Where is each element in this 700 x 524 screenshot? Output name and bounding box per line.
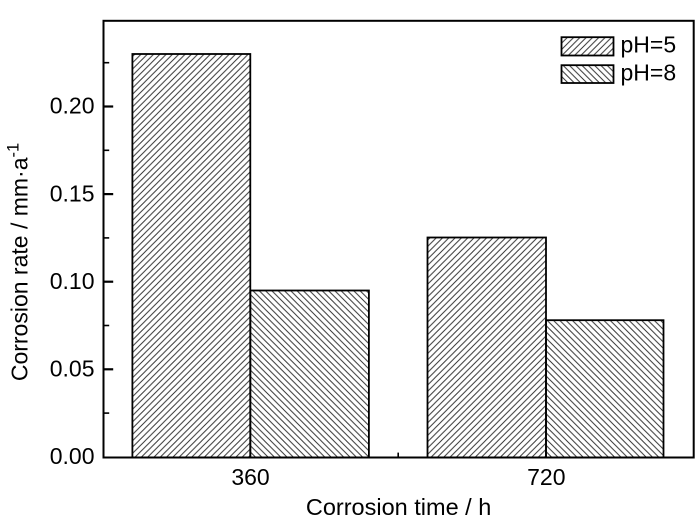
svg-text:0.15: 0.15 — [50, 180, 95, 206]
svg-text:pH=8: pH=8 — [621, 60, 677, 86]
svg-text:0.20: 0.20 — [50, 93, 95, 119]
svg-text:pH=5: pH=5 — [621, 32, 677, 58]
svg-text:360: 360 — [231, 464, 269, 490]
svg-text:0.00: 0.00 — [50, 443, 95, 469]
svg-text:0.10: 0.10 — [50, 268, 95, 294]
svg-text:0.05: 0.05 — [50, 356, 95, 382]
svg-text:720: 720 — [527, 464, 565, 490]
svg-text:Corrosion rate / mm·a-1: Corrosion rate / mm·a-1 — [5, 143, 33, 381]
svg-text:Corrosion time / h: Corrosion time / h — [306, 494, 491, 520]
